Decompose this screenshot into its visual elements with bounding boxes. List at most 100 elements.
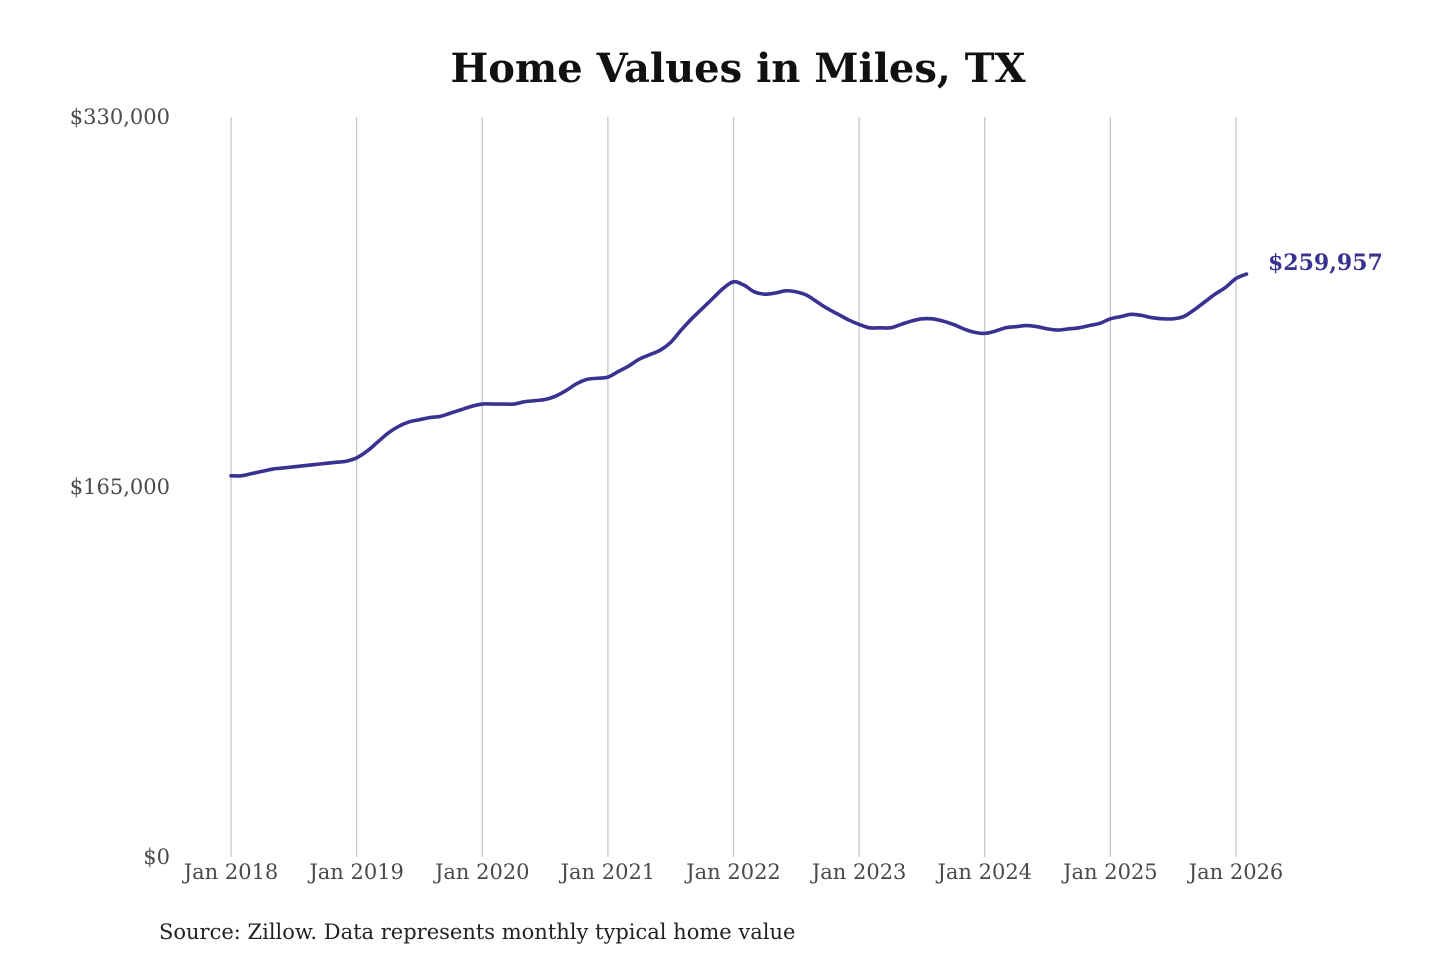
y-tick-label: $165,000	[70, 475, 170, 499]
data-point	[554, 395, 557, 398]
data-point	[941, 319, 944, 322]
series-line	[229, 272, 1249, 478]
series-layer	[229, 272, 1249, 478]
data-point	[449, 411, 452, 414]
x-axis-tick-labels: Jan 2018 Jan 2019 Jan 2020 Jan 2021 Jan 2022…	[182, 860, 1284, 884]
data-point	[491, 402, 494, 405]
data-point	[878, 326, 881, 329]
data-point	[711, 297, 714, 300]
x-tick-label: Jan 2025	[1061, 860, 1158, 884]
data-point	[1035, 325, 1038, 328]
data-point	[837, 313, 840, 316]
data-point	[805, 294, 808, 297]
data-point	[502, 402, 505, 405]
data-point	[952, 323, 955, 326]
data-point	[292, 465, 295, 468]
data-point	[365, 450, 368, 453]
data-point	[648, 353, 651, 356]
data-point	[700, 307, 703, 310]
data-point	[1203, 300, 1206, 303]
data-point	[1046, 327, 1049, 330]
data-point	[763, 293, 766, 296]
x-tick-label: Jan 2018	[182, 860, 279, 884]
data-point	[596, 377, 599, 380]
data-point	[407, 420, 410, 423]
y-tick-label: $0	[143, 845, 170, 869]
data-point	[826, 307, 829, 310]
data-point	[543, 398, 546, 401]
data-point	[1213, 293, 1216, 296]
data-point	[470, 405, 473, 408]
data-point	[983, 332, 986, 335]
data-point	[1015, 325, 1018, 328]
x-tick-label: Jan 2019	[307, 860, 404, 884]
data-point	[973, 331, 976, 334]
data-point	[868, 326, 871, 329]
data-point	[1056, 328, 1059, 331]
data-point	[418, 418, 421, 421]
data-point	[376, 441, 379, 444]
data-point	[1098, 322, 1101, 325]
data-point	[889, 326, 892, 329]
data-point	[1025, 324, 1028, 327]
data-point	[271, 467, 274, 470]
data-point	[627, 364, 630, 367]
data-point	[920, 317, 923, 320]
data-point	[345, 460, 348, 463]
data-point	[816, 300, 819, 303]
source-note: Source: Zillow. Data represents monthly …	[159, 920, 795, 944]
data-point	[386, 432, 389, 435]
data-point	[962, 327, 965, 330]
data-point	[899, 323, 902, 326]
x-tick-label: Jan 2020	[433, 860, 530, 884]
data-point	[1140, 314, 1143, 317]
data-point	[1245, 272, 1248, 275]
x-tick-label: Jan 2021	[559, 860, 656, 884]
data-point	[847, 318, 850, 321]
data-point	[1067, 327, 1070, 330]
data-point	[617, 370, 620, 373]
data-point	[1077, 326, 1080, 329]
x-tick-label: Jan 2023	[810, 860, 907, 884]
vertical-grid-lines	[230, 117, 1237, 857]
data-point	[638, 358, 641, 361]
data-point	[795, 290, 798, 293]
data-point	[1119, 315, 1122, 318]
data-point	[669, 341, 672, 344]
data-point	[1088, 324, 1091, 327]
data-point	[229, 474, 232, 477]
data-point	[606, 376, 609, 379]
data-point	[397, 425, 400, 428]
data-point	[240, 474, 243, 477]
data-point	[690, 317, 693, 320]
data-point	[721, 287, 724, 290]
data-point	[585, 378, 588, 381]
data-point	[282, 466, 285, 469]
data-point	[355, 456, 358, 459]
data-point	[1182, 315, 1185, 318]
data-point	[334, 461, 337, 464]
data-point	[1130, 313, 1133, 316]
data-point	[753, 290, 756, 293]
data-point	[1224, 286, 1227, 289]
data-point	[460, 408, 463, 411]
data-point	[784, 289, 787, 292]
data-point	[439, 415, 442, 418]
data-point	[575, 382, 578, 385]
data-point	[774, 291, 777, 294]
data-point	[994, 330, 997, 333]
x-tick-label: Jan 2022	[684, 860, 781, 884]
data-point	[428, 416, 431, 419]
data-point	[742, 284, 745, 287]
data-point	[250, 472, 253, 475]
data-point	[680, 328, 683, 331]
data-point	[512, 402, 515, 405]
x-tick-label: Jan 2026	[1187, 860, 1284, 884]
data-point	[1161, 317, 1164, 320]
data-point	[481, 402, 484, 405]
data-point	[931, 317, 934, 320]
data-point	[313, 463, 316, 466]
data-point	[1193, 308, 1196, 311]
data-point	[523, 400, 526, 403]
